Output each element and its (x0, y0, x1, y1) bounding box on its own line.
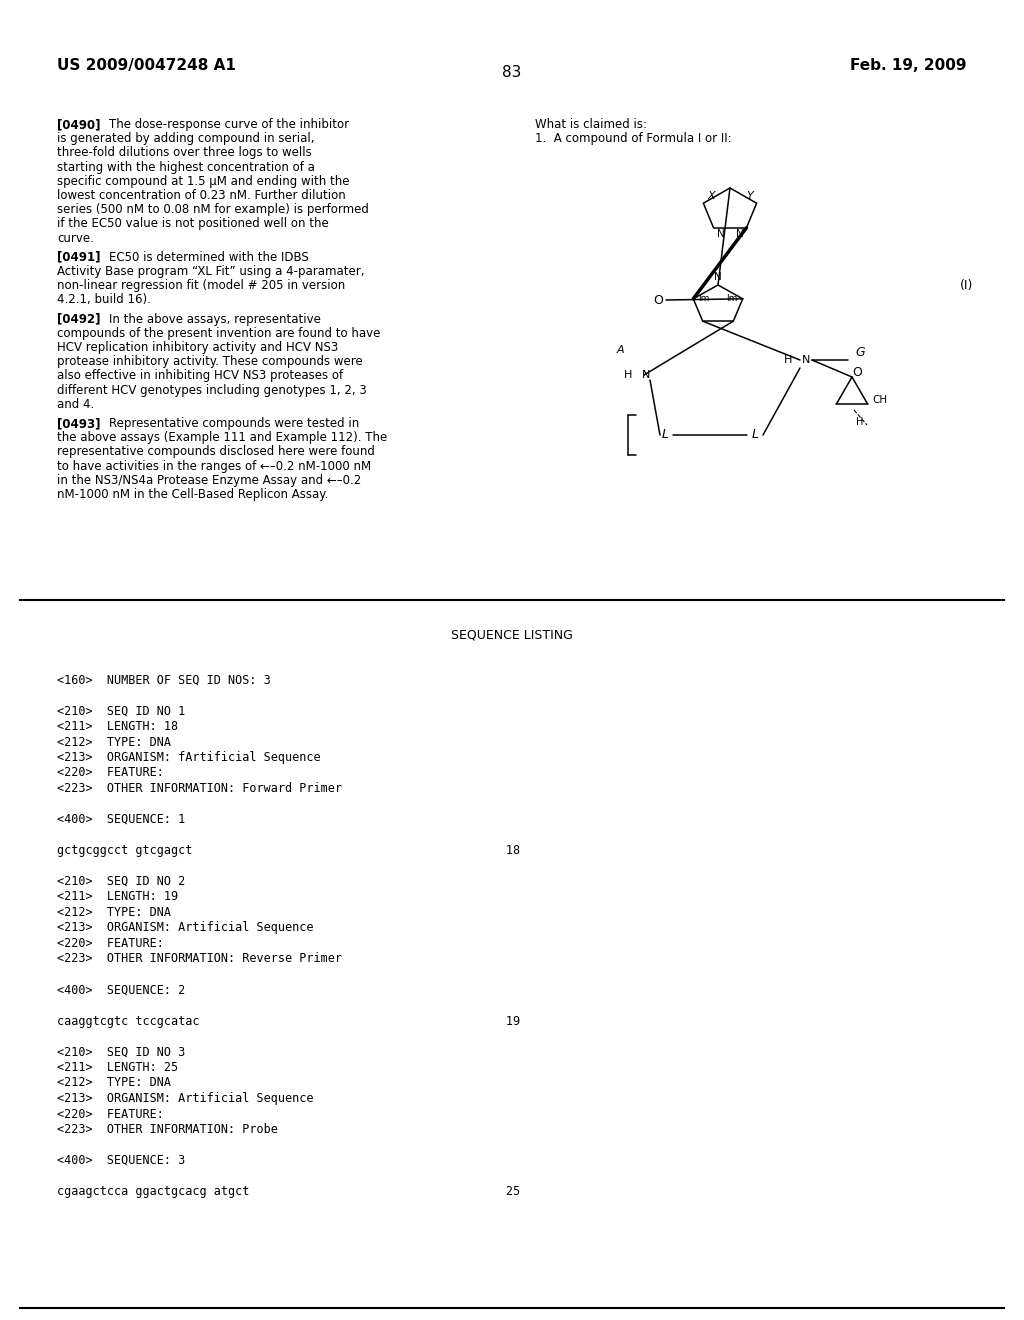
Text: lm: lm (726, 294, 737, 304)
Text: cgaagctcca ggactgcacg atgct                                    25: cgaagctcca ggactgcacg atgct 25 (57, 1185, 520, 1199)
Text: 83: 83 (503, 65, 521, 81)
Text: <223>  OTHER INFORMATION: Forward Primer: <223> OTHER INFORMATION: Forward Primer (57, 781, 342, 795)
Text: [0492]: [0492] (57, 313, 100, 326)
Text: CH: CH (872, 395, 887, 405)
Text: N: N (642, 370, 650, 380)
Text: HCV replication inhibitory activity and HCV NS3: HCV replication inhibitory activity and … (57, 341, 338, 354)
Text: different HCV genotypes including genotypes 1, 2, 3: different HCV genotypes including genoty… (57, 384, 367, 396)
Text: N: N (802, 355, 810, 366)
Text: US 2009/0047248 A1: US 2009/0047248 A1 (57, 58, 236, 73)
Text: [0491]: [0491] (57, 251, 100, 264)
Text: X: X (708, 191, 715, 201)
Text: H: H (783, 355, 792, 366)
Text: gctgcggcct gtcgagct                                            18: gctgcggcct gtcgagct 18 (57, 843, 520, 857)
Text: <210>  SEQ ID NO 3: <210> SEQ ID NO 3 (57, 1045, 185, 1059)
Text: L: L (662, 429, 669, 441)
Text: in the NS3/NS4a Protease Enzyme Assay and ←–0.2: in the NS3/NS4a Protease Enzyme Assay an… (57, 474, 361, 487)
Text: compounds of the present invention are found to have: compounds of the present invention are f… (57, 327, 380, 339)
Text: <220>  FEATURE:: <220> FEATURE: (57, 767, 164, 780)
Text: representative compounds disclosed here were found: representative compounds disclosed here … (57, 445, 375, 458)
Text: O: O (852, 366, 862, 379)
Text: is generated by adding compound in serial,: is generated by adding compound in seria… (57, 132, 314, 145)
Text: specific compound at 1.5 μM and ending with the: specific compound at 1.5 μM and ending w… (57, 174, 349, 187)
Text: N: N (735, 228, 743, 239)
Text: non-linear regression fit (model # 205 in version: non-linear regression fit (model # 205 i… (57, 280, 345, 292)
Text: Y: Y (745, 191, 753, 201)
Text: <211>  LENGTH: 18: <211> LENGTH: 18 (57, 719, 178, 733)
Text: [0493]: [0493] (57, 417, 100, 430)
Text: A: A (616, 345, 624, 355)
Text: H: H (856, 417, 863, 426)
Text: series (500 nM to 0.08 nM for example) is performed: series (500 nM to 0.08 nM for example) i… (57, 203, 369, 216)
Text: <223>  OTHER INFORMATION: Probe: <223> OTHER INFORMATION: Probe (57, 1123, 278, 1137)
Text: Feb. 19, 2009: Feb. 19, 2009 (851, 58, 967, 73)
Text: <213>  ORGANISM: fArtificial Sequence: <213> ORGANISM: fArtificial Sequence (57, 751, 321, 764)
Text: <212>  TYPE: DNA: <212> TYPE: DNA (57, 735, 171, 748)
Text: L: L (752, 429, 759, 441)
Text: H: H (624, 370, 632, 380)
Text: nM-1000 nM in the Cell-Based Replicon Assay.: nM-1000 nM in the Cell-Based Replicon As… (57, 488, 329, 502)
Text: protease inhibitory activity. These compounds were: protease inhibitory activity. These comp… (57, 355, 362, 368)
Text: Representative compounds were tested in: Representative compounds were tested in (109, 417, 359, 430)
Text: In the above assays, representative: In the above assays, representative (109, 313, 321, 326)
Text: What is claimed is:: What is claimed is: (535, 117, 647, 131)
Text: The dose-response curve of the inhibitor: The dose-response curve of the inhibitor (109, 117, 349, 131)
Text: <160>  NUMBER OF SEQ ID NOS: 3: <160> NUMBER OF SEQ ID NOS: 3 (57, 673, 270, 686)
Text: Im: Im (698, 294, 710, 304)
Text: N: N (717, 228, 724, 239)
Text: <220>  FEATURE:: <220> FEATURE: (57, 1107, 164, 1121)
Text: <400>  SEQUENCE: 3: <400> SEQUENCE: 3 (57, 1154, 185, 1167)
Text: <211>  LENGTH: 25: <211> LENGTH: 25 (57, 1061, 178, 1074)
Text: starting with the highest concentration of a: starting with the highest concentration … (57, 161, 314, 174)
Text: 1.  A compound of Formula I or II:: 1. A compound of Formula I or II: (535, 132, 731, 145)
Text: <212>  TYPE: DNA: <212> TYPE: DNA (57, 1077, 171, 1089)
Text: lowest concentration of 0.23 nM. Further dilution: lowest concentration of 0.23 nM. Further… (57, 189, 346, 202)
Text: G: G (855, 346, 864, 359)
Text: (I): (I) (961, 279, 974, 292)
Text: <211>  LENGTH: 19: <211> LENGTH: 19 (57, 891, 178, 903)
Text: EC50 is determined with the IDBS: EC50 is determined with the IDBS (109, 251, 309, 264)
Text: <210>  SEQ ID NO 1: <210> SEQ ID NO 1 (57, 705, 185, 718)
Text: <400>  SEQUENCE: 1: <400> SEQUENCE: 1 (57, 813, 185, 826)
Text: SEQUENCE LISTING: SEQUENCE LISTING (451, 628, 573, 642)
Text: <212>  TYPE: DNA: <212> TYPE: DNA (57, 906, 171, 919)
Text: curve.: curve. (57, 231, 94, 244)
Text: three-fold dilutions over three logs to wells: three-fold dilutions over three logs to … (57, 147, 311, 160)
Text: if the EC50 value is not positioned well on the: if the EC50 value is not positioned well… (57, 218, 329, 231)
Text: <210>  SEQ ID NO 2: <210> SEQ ID NO 2 (57, 875, 185, 888)
Text: N: N (714, 272, 722, 282)
Text: 4.2.1, build 16).: 4.2.1, build 16). (57, 293, 151, 306)
Text: <213>  ORGANISM: Artificial Sequence: <213> ORGANISM: Artificial Sequence (57, 921, 313, 935)
Text: to have activities in the ranges of ←–0.2 nM-1000 nM: to have activities in the ranges of ←–0.… (57, 459, 371, 473)
Text: <223>  OTHER INFORMATION: Reverse Primer: <223> OTHER INFORMATION: Reverse Primer (57, 953, 342, 965)
Text: the above assays (Example 111 and Example 112). The: the above assays (Example 111 and Exampl… (57, 432, 387, 445)
Text: caaggtcgtc tccgcatac                                           19: caaggtcgtc tccgcatac 19 (57, 1015, 520, 1027)
Text: [0490]: [0490] (57, 117, 100, 131)
Text: Activity Base program “XL Fit” using a 4-paramater,: Activity Base program “XL Fit” using a 4… (57, 265, 365, 279)
Text: <220>  FEATURE:: <220> FEATURE: (57, 937, 164, 950)
Text: O: O (653, 293, 663, 306)
Text: <400>  SEQUENCE: 2: <400> SEQUENCE: 2 (57, 983, 185, 997)
Text: also effective in inhibiting HCV NS3 proteases of: also effective in inhibiting HCV NS3 pro… (57, 370, 343, 383)
Text: and 4.: and 4. (57, 397, 94, 411)
Text: <213>  ORGANISM: Artificial Sequence: <213> ORGANISM: Artificial Sequence (57, 1092, 313, 1105)
